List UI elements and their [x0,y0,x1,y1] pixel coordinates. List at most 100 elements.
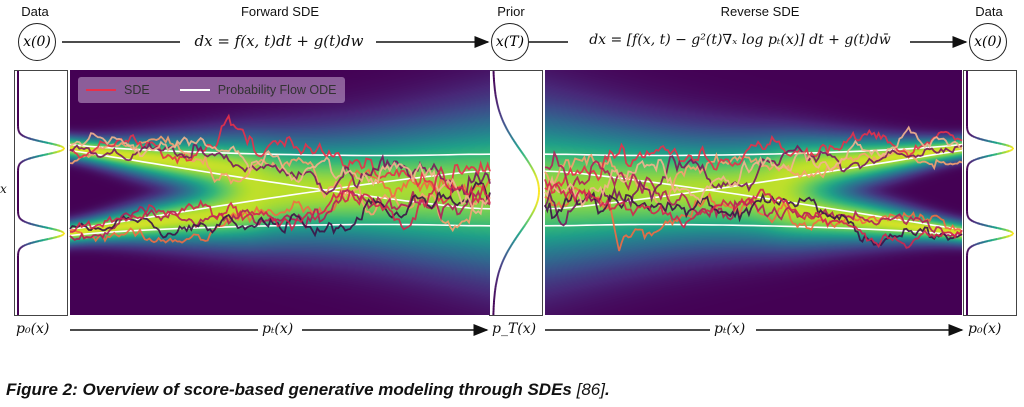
density-curve-segment [1008,230,1013,233]
density-curve-segment [43,238,49,241]
sde-trajectory [544,144,963,227]
density-curve-segment [21,160,24,163]
forward-sde-label: Forward SDE [240,4,320,19]
density-curve-segment [532,210,535,213]
density-curve-segment [18,216,21,219]
density-curve-segment [1001,151,1007,154]
density-curve-segment [1005,150,1010,153]
density-curve-segment [967,247,971,250]
density-curve-segment [502,120,505,123]
density-curve-segment [526,159,529,162]
density-curve-segment [528,216,532,219]
density-curve-segment [979,223,985,226]
density-curve-segment [508,247,511,250]
density-curve-segment [515,236,518,239]
density-curve-segment [43,141,49,144]
density-curve-segment [1001,143,1007,146]
density-curve-segment [527,218,530,221]
density-curve-segment [52,151,58,154]
density-curve-segment [520,229,523,232]
density-curve-segment [522,225,526,228]
density-curve-segment [531,168,534,171]
density-curve-segment [19,218,23,221]
density-curve-segment [59,145,64,148]
density-curve-segment [507,249,510,252]
density-curve-segment [987,140,993,143]
density-curve-segment [19,133,23,136]
density-curve-segment [48,152,54,155]
density-curve-segment [508,133,512,136]
density-curve-segment [513,238,517,241]
density-curve-segment [509,134,512,137]
density-curve-segment [18,162,22,165]
density-curve-segment [25,221,29,224]
density-curve-segment [1008,149,1013,152]
density-curve-segment [524,222,528,225]
density-curve-segment [56,144,61,147]
density-curve-segment [59,230,64,233]
caption-reference: [86] [576,380,605,399]
density-curve-segment [505,127,508,130]
density-curve-segment [519,230,522,233]
density-curve-segment [968,218,972,221]
density-curve-segment [997,142,1003,145]
density-curve-segment [532,170,535,173]
density-curve-segment [526,160,530,163]
density-curve-segment [56,235,61,238]
node-x0-left: x(0) [18,23,56,61]
data-right-label: Data [975,4,1003,19]
density-curve-segment [503,256,506,259]
density-curve-segment [533,208,536,211]
density-curve-segment [52,236,58,239]
density-curve-segment [518,231,522,234]
density-curve-segment [533,171,536,174]
sde-trajectory [69,189,491,241]
sde-trajectory [544,150,963,238]
density-curve-segment [992,141,998,144]
density-curve-segment [528,217,531,220]
density-curve-segment [18,217,22,220]
density-curve-segment [62,146,65,149]
density-curve-segment [516,234,519,237]
density-curve-segment [976,242,981,245]
density-curve-segment [516,145,519,148]
density-curve-segment [18,247,22,250]
density-curve-segment [967,248,970,251]
density-curve-segment [524,157,528,160]
density-curve-segment [515,143,518,146]
density-curve-segment [510,135,513,138]
data-density-left [14,70,68,316]
density-curve-segment [34,155,40,158]
density-curve-segment [59,234,64,237]
density-curve-segment [983,224,989,227]
density-curve-segment [504,253,508,256]
density-curve-segment [971,244,975,247]
density-curve-segment [18,248,21,251]
density-curve-segment [1005,229,1010,232]
forward-equation: dx = f(x, t)dt + g(t)dw [194,32,364,50]
density-curve-segment [514,237,517,240]
density-curve-segment [514,142,517,145]
density-curve-segment [520,151,524,154]
density-curve-segment [522,226,525,229]
density-curve-segment [502,122,506,125]
density-curve-segment [525,158,528,161]
density-curve-segment [507,248,510,251]
density-curve-segment [521,227,524,230]
density-curve-segment [983,155,989,158]
density-curve-segment [62,231,65,234]
density-curve-segment [56,229,61,232]
density-curve-segment [970,219,973,222]
density-curve-segment [38,140,44,143]
density-curve-segment [987,154,993,157]
density-curve-segment [502,257,506,260]
density-curve-segment [522,154,526,157]
density-curve-segment [508,246,512,249]
density-curve-segment [979,241,985,244]
reverse-equation: dx = [f(x, t) − g²(t)∇ₓ log pₜ(x)] dt + … [589,32,891,48]
density-curve-segment [974,158,978,161]
density-curve-segment [992,153,998,156]
density-curve-segment [983,139,989,142]
density-curve-segment [1001,228,1007,231]
density-curve-segment [18,163,21,166]
